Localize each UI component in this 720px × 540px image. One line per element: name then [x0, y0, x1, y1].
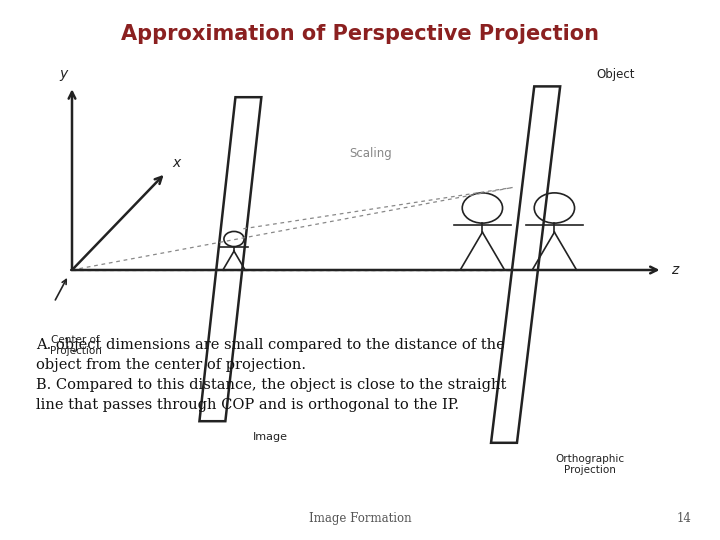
- Text: Image Formation: Image Formation: [309, 512, 411, 525]
- Text: A. object dimensions are small compared to the distance of the
object from the c: A. object dimensions are small compared …: [36, 338, 506, 411]
- Text: Image: Image: [253, 432, 287, 442]
- Text: Orthographic
Projection: Orthographic Projection: [556, 454, 625, 475]
- Text: Approximation of Perspective Projection: Approximation of Perspective Projection: [121, 24, 599, 44]
- Text: Object: Object: [596, 68, 635, 81]
- Text: y: y: [59, 67, 68, 81]
- Text: 14: 14: [676, 512, 691, 525]
- Text: Center of
Projection: Center of Projection: [50, 335, 102, 356]
- Text: z: z: [671, 263, 678, 277]
- Text: x: x: [173, 156, 181, 170]
- Text: Scaling: Scaling: [349, 147, 392, 160]
